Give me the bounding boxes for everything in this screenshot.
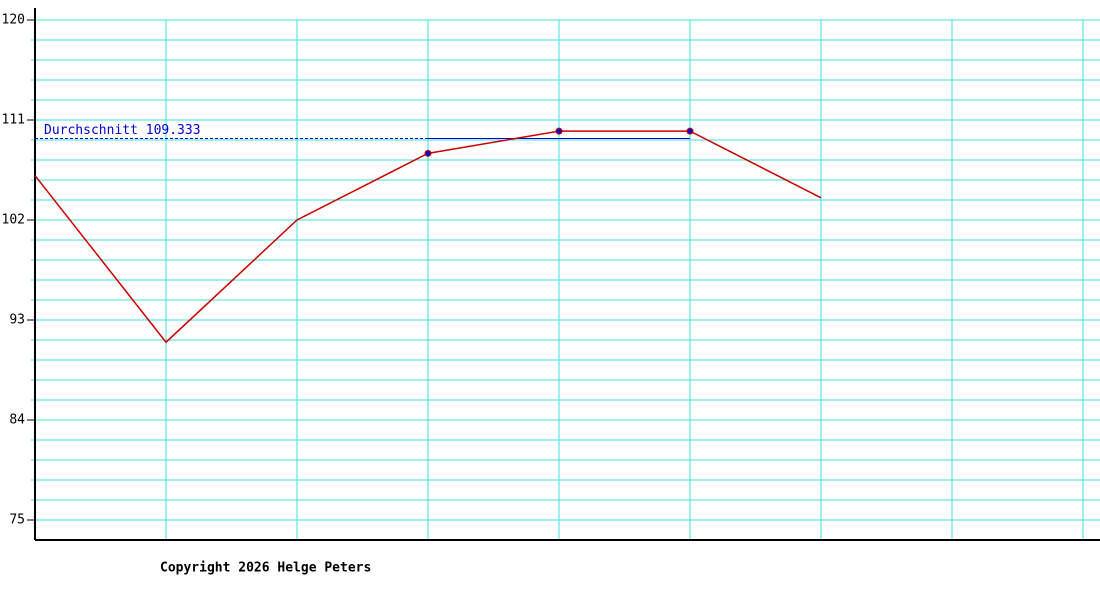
y-tick-label: 75: [9, 513, 25, 528]
y-tick-label: 84: [9, 413, 25, 428]
y-tick-label: 93: [9, 313, 25, 328]
y-tick-label: 120: [2, 13, 25, 28]
average-label: Durchschnitt 109.333: [44, 123, 201, 138]
y-tick-label: 102: [2, 213, 25, 228]
data-point: [686, 127, 694, 135]
footer: Copyright 2026 Helge Peters: [160, 561, 371, 576]
y-tick-label: 111: [2, 113, 25, 128]
data-point: [424, 149, 432, 157]
data-point: [555, 127, 563, 135]
